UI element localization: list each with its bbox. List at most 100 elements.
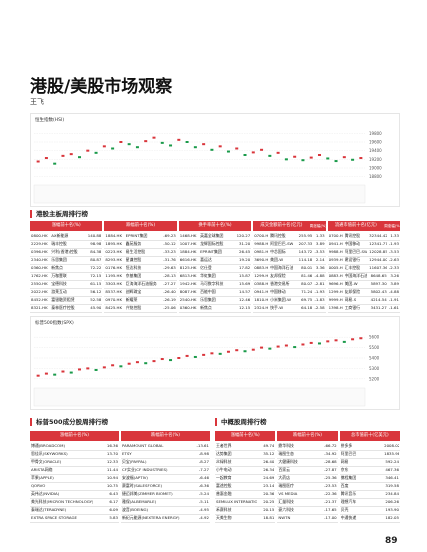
table-cell: 1810.HK [254, 297, 269, 302]
row-line [178, 279, 252, 281]
table-cell: 0360.HK [31, 265, 48, 270]
table-cell: 12341.77 [369, 241, 387, 246]
table-cell: 新焦点 [51, 265, 63, 270]
table-cell: 2229.HK [31, 241, 48, 246]
table-cell: 百能中国 [200, 289, 216, 294]
row-line [253, 255, 326, 257]
table-cell: 0005.HK [328, 265, 343, 270]
table-cell: 1398.HK [328, 305, 343, 310]
table-cell: 瑞图医疗 [278, 483, 294, 488]
column-header: 跌幅前十名(%) [104, 221, 177, 231]
column-subheader: 周涨幅(%) [309, 221, 326, 231]
candle [119, 365, 123, 368]
candle [152, 360, 156, 363]
table-cell: 京基集团 [125, 273, 142, 278]
table-cell: 12944.00 [369, 257, 387, 262]
row-line [339, 497, 400, 499]
row-line [121, 465, 210, 467]
candle [102, 145, 106, 148]
table-cell: 3.36 [315, 265, 325, 270]
row-line [253, 247, 326, 249]
table-cell: 小牛电动 [216, 467, 232, 472]
table-cell: 1942.HK [179, 281, 197, 286]
row-line [339, 505, 400, 507]
table-cell: -28.13 [163, 273, 176, 278]
table-cell: 6.43 [109, 491, 118, 496]
column-header: 成交金额前十名(亿元) [253, 221, 310, 231]
table-cell: 2340.HK [31, 257, 48, 262]
table-cell: -29.63 [163, 265, 176, 270]
table-cell: 龙辉国际控股 [200, 241, 224, 246]
row-line [121, 457, 210, 459]
row-line [30, 481, 119, 483]
table-cell: -6.36 [198, 483, 209, 488]
candle [268, 154, 272, 157]
table-cell: 3.89 [390, 281, 399, 286]
table-cell: EXTRA SPACE STORAGE [31, 515, 77, 520]
row-line [104, 287, 177, 289]
table-cell: 亿仕登 [200, 265, 212, 270]
candle [235, 349, 239, 352]
table-cell: 1884.HK [179, 249, 197, 254]
table-cell: 新耀莱 [125, 297, 138, 302]
table-cell: -25.06 [163, 305, 176, 310]
table-cell: 15.69 [239, 281, 251, 286]
row-line [277, 513, 338, 515]
table-cell: 24.69 [263, 475, 275, 480]
table-cell: 69.75 [301, 297, 313, 302]
row-line [178, 303, 252, 305]
table-cell: 3.26 [390, 273, 399, 278]
table-cell: 游莱互动 [51, 289, 67, 294]
table-cell: -4.92 [198, 515, 209, 520]
candle [127, 143, 131, 146]
table-cell: 捷迈邦美(ZIMMER BIOMET) [122, 491, 173, 496]
table-cell: NWTN [278, 515, 291, 520]
row-line [339, 521, 400, 523]
table-cell: 26.45 [239, 249, 251, 254]
table-cell: 苹果(APPLE) [31, 475, 54, 480]
table-cell: 工商银行 [344, 305, 361, 310]
table-cell: 80.87 [90, 257, 102, 262]
volume-panel [33, 184, 366, 204]
table-cell: 建设银行 [344, 257, 361, 262]
table-cell: 20.25 [263, 499, 275, 504]
row-line [121, 521, 210, 523]
candle [326, 157, 330, 160]
row-line [30, 311, 103, 313]
candle [276, 345, 280, 348]
table-cell: 9696.HK [328, 281, 343, 286]
table-cell: QORVO [31, 483, 46, 488]
table-cell: 大药店 [278, 475, 290, 480]
row-line [30, 247, 103, 249]
candle [53, 162, 57, 165]
table-cell: 马可数字科技 [200, 281, 224, 286]
y-tick-label: 19400 [369, 148, 382, 153]
row-line [30, 489, 119, 491]
table-cell: 6.17 [109, 499, 118, 504]
candle [334, 339, 338, 342]
candle [78, 368, 82, 371]
candle [177, 357, 181, 359]
table-cell: 达势集团 [216, 451, 232, 456]
row-line [30, 473, 119, 475]
row-line [30, 255, 103, 257]
column-header: 跌幅前十名(%) [121, 431, 210, 441]
table-cell: 20.15 [263, 507, 275, 512]
candle [177, 138, 181, 141]
table-cell: 快手-W [270, 305, 284, 310]
table-cell: 72.22 [90, 265, 102, 270]
candle [226, 350, 230, 353]
table-cell: 雅保(ALBEMARLE) [122, 499, 157, 504]
row-line [327, 295, 400, 297]
candle [268, 347, 272, 350]
table-cell: -1.83 [314, 297, 325, 302]
table-cell: 16.36 [106, 443, 118, 448]
table-cell: -4.95 [198, 507, 209, 512]
candle [293, 155, 297, 158]
table-cell: 安波福(APTIV) [122, 475, 148, 480]
candle [309, 156, 313, 159]
table-cell: 拼多多 [340, 443, 353, 448]
candle [169, 144, 173, 147]
row-line [339, 457, 400, 459]
table-cell: 理想汽车 [340, 499, 357, 504]
